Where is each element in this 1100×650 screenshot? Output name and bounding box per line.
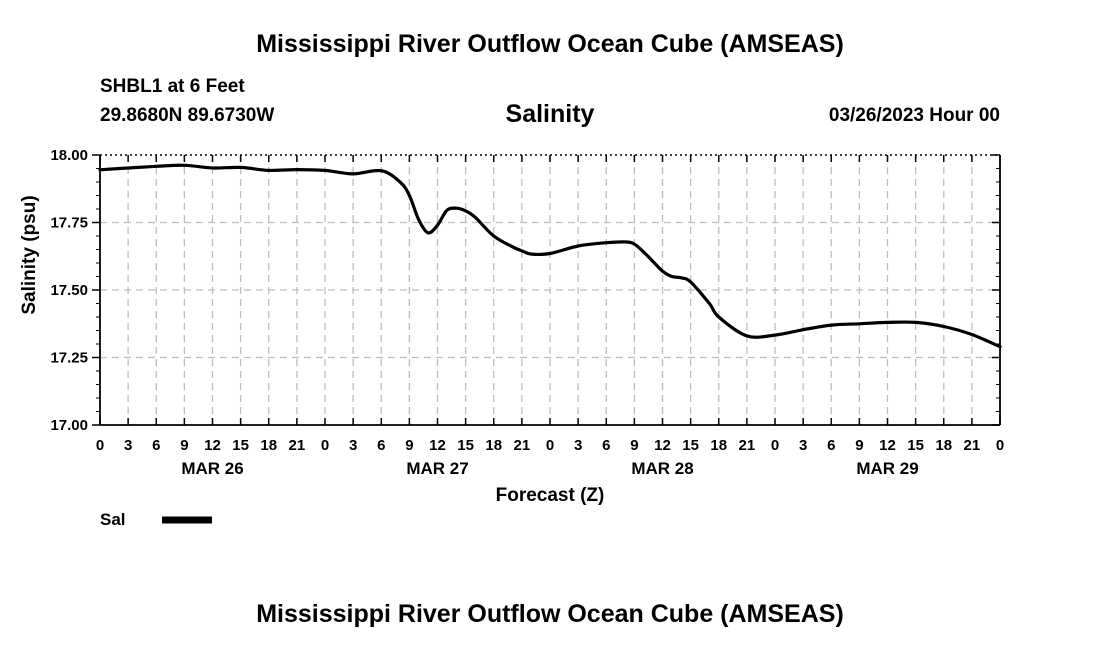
x-tick-label: 3 [124,437,132,454]
x-tick-label: 9 [855,437,863,454]
x-tick-label: 21 [514,437,531,454]
y-axis-label: Salinity (psu) [19,195,40,314]
main-title: Mississippi River Outflow Ocean Cube (AM… [256,30,844,58]
x-tick-label: 0 [546,437,554,454]
x-tick-label: 15 [457,437,474,454]
date-label: MAR 27 [406,459,468,478]
y-tick-label: 18.00 [50,147,88,164]
x-tick-label: 18 [260,437,277,454]
date-label: MAR 28 [631,459,693,478]
footer-title: Mississippi River Outflow Ocean Cube (AM… [256,600,844,628]
y-tick-labels: 17.00 17.25 17.50 17.75 18.00 [50,147,88,434]
x-tick-label: 12 [204,437,221,454]
station-label: SHBL1 at 6 Feet [100,76,245,97]
x-tick-labels: 0 3 6 9 12 15 18 21 0 3 6 9 12 15 18 21 0 3 6 9 12 15 18 21 0 3 6 9… [96,437,1004,478]
forecast-datetime: 03/26/2023 Hour 00 [828,105,1000,126]
x-tick-label: 3 [349,437,357,454]
y-tick-label: 17.75 [50,215,88,232]
x-tick-label: 0 [771,437,779,454]
grid-lines [100,155,1000,425]
y-tick-label: 17.00 [50,417,88,434]
y-tick-label: 17.25 [50,350,88,367]
x-tick-label: 15 [907,437,924,454]
x-tick-label: 0 [96,437,104,454]
legend: Sal [100,510,212,529]
x-tick-label: 9 [630,437,638,454]
x-tick-label: 15 [682,437,699,454]
plot-title: Salinity [505,100,595,128]
x-tick-label: 15 [232,437,249,454]
x-tick-label: 6 [827,437,835,454]
date-label: MAR 29 [856,459,918,478]
x-tick-label: 6 [377,437,385,454]
x-tick-label: 21 [964,437,981,454]
x-tick-label: 3 [574,437,582,454]
x-tick-label: 12 [654,437,671,454]
x-tick-label: 0 [321,437,329,454]
x-tick-label: 6 [152,437,160,454]
x-tick-label: 21 [739,437,756,454]
x-tick-label: 12 [429,437,446,454]
axes [92,154,1001,426]
salinity-series-line [98,163,1002,349]
x-tick-label: 3 [799,437,807,454]
x-tick-label: 18 [710,437,727,454]
x-tick-label: 21 [289,437,306,454]
x-tick-label: 9 [405,437,413,454]
legend-label-sal: Sal [100,510,126,529]
y-tick-label: 17.50 [50,282,88,299]
x-tick-label: 9 [180,437,188,454]
x-tick-label: 6 [602,437,610,454]
x-tick-label: 0 [996,437,1004,454]
x-tick-label: 12 [879,437,896,454]
x-axis-label: Forecast (Z) [496,485,605,506]
x-tick-label: 18 [485,437,502,454]
coordinates-label: 29.8680N 89.6730W [100,105,275,126]
date-label: MAR 26 [181,459,243,478]
x-tick-label: 18 [935,437,952,454]
